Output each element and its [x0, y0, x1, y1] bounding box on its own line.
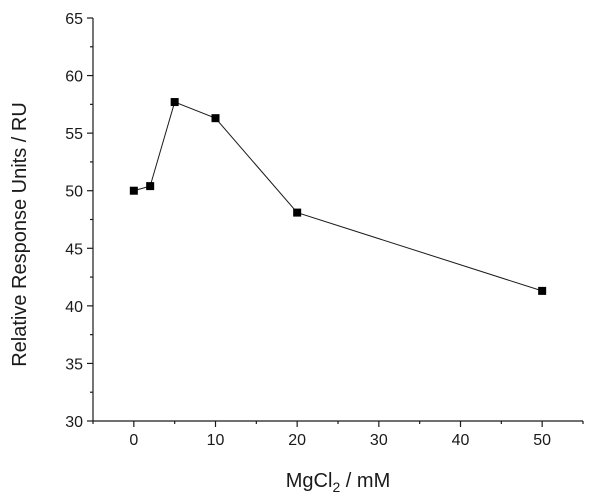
data-point: [293, 208, 302, 217]
y-tick-label: 45: [65, 241, 83, 258]
x-tick-label: 10: [207, 432, 225, 449]
y-tick-label: 55: [65, 126, 83, 143]
tick-marks: [87, 17, 584, 427]
y-tick-label: 30: [65, 414, 83, 431]
x-axis-title-subscript: 2: [332, 479, 340, 495]
x-axis-title-main: MgCl: [286, 470, 333, 492]
data-point: [170, 98, 179, 107]
x-tick-label: 0: [129, 432, 138, 449]
y-tick-label: 60: [65, 69, 83, 86]
x-axis-title: MgCl2 / mM: [286, 470, 390, 495]
x-tick-label: 40: [452, 432, 470, 449]
data-point: [129, 186, 138, 195]
y-tick-label: 65: [65, 11, 83, 28]
x-tick-label: 30: [370, 432, 388, 449]
x-axis-title-rest: / mM: [340, 470, 390, 492]
y-tick-label: 40: [65, 299, 83, 316]
tick-labels: 30 35 40 45 50 55 60 65 0 10 20 30 40 50: [65, 11, 551, 449]
series-group: [129, 98, 547, 295]
data-point: [146, 182, 155, 191]
y-tick-label: 35: [65, 356, 83, 373]
x-tick-label: 20: [288, 432, 306, 449]
series-line: [133, 101, 543, 292]
x-tick-label: 50: [533, 432, 551, 449]
y-tick-label: 50: [65, 184, 83, 201]
axes: [92, 18, 583, 422]
data-point: [211, 114, 220, 123]
y-axis-title: Relative Response Units / RU: [9, 102, 31, 367]
data-point: [538, 286, 547, 295]
